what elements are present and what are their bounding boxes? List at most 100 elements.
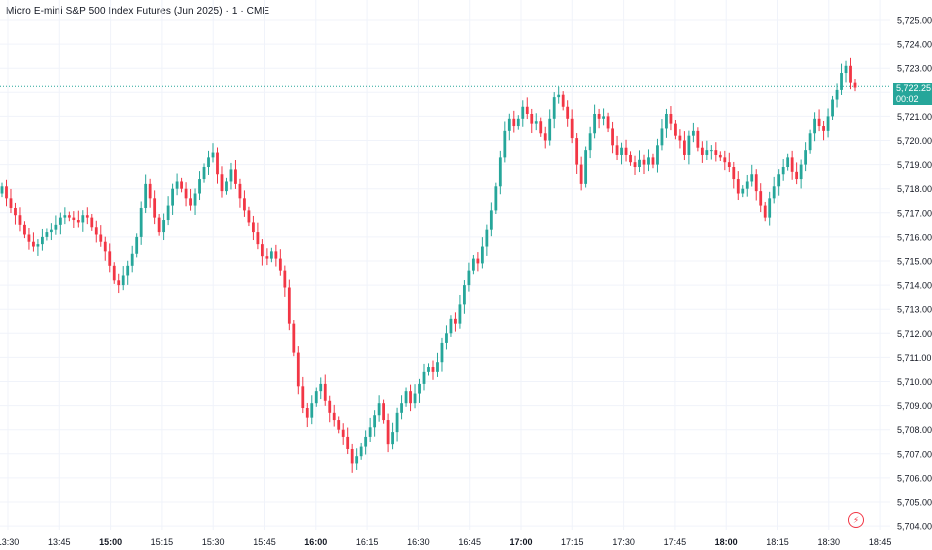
candle-body	[305, 408, 309, 418]
countdown-timer: 00:02	[896, 94, 919, 104]
time-tick-label: 18:15	[766, 537, 789, 547]
candle	[23, 221, 26, 239]
candle-body	[283, 270, 287, 288]
candle	[431, 360, 435, 380]
candle-body	[247, 210, 251, 223]
candle	[32, 232, 35, 252]
time-tick-label: 16:00	[304, 537, 327, 547]
candle	[153, 190, 157, 225]
candle-body	[826, 116, 830, 131]
candle	[67, 211, 71, 222]
candle-body	[700, 147, 704, 155]
candle-body	[265, 256, 269, 259]
price-tick-label: 5,720.00	[897, 136, 932, 146]
price-tick-label: 5,717.00	[897, 208, 932, 218]
price-tick-label: 5,713.00	[897, 305, 932, 315]
candle	[831, 95, 834, 121]
candle-body	[463, 285, 466, 305]
time-tick-label: 17:15	[561, 537, 584, 547]
candle-body	[436, 362, 439, 372]
candle	[27, 227, 31, 250]
candle-body	[669, 113, 673, 124]
candle	[422, 363, 426, 391]
candle	[449, 315, 453, 337]
candle	[99, 225, 103, 247]
candle-body	[530, 113, 534, 124]
candle-body	[341, 429, 345, 437]
candle	[400, 395, 403, 420]
candle	[853, 79, 857, 92]
candle-body	[642, 159, 646, 165]
candle-body	[763, 205, 767, 218]
candle	[341, 423, 345, 445]
candle	[750, 164, 754, 187]
candle-body	[808, 133, 812, 151]
candle	[350, 443, 354, 473]
candle	[772, 176, 776, 204]
time-axis[interactable]: 13:30 13:45 15:00 15:15 15:30 15:45 16:00 16:15…	[0, 537, 891, 547]
candle	[373, 410, 377, 437]
candle	[521, 100, 525, 127]
price-axis[interactable]: 5,725.005,724.005,723.005,722.005,721.00…	[897, 16, 932, 532]
candle-body	[498, 157, 502, 187]
candle	[283, 265, 287, 297]
candle-body	[772, 186, 776, 199]
candle	[292, 320, 296, 357]
candle-body	[14, 207, 17, 216]
time-tick-label: 16:15	[356, 537, 379, 547]
candle-body	[234, 169, 237, 184]
candle-body	[296, 352, 300, 387]
candle-body	[718, 154, 722, 158]
candle-body	[332, 412, 336, 421]
price-tick-label: 5,714.00	[897, 281, 932, 291]
candle-body	[853, 82, 857, 88]
candle-body	[252, 222, 255, 233]
candle-body	[543, 133, 547, 141]
candle	[413, 384, 417, 409]
candle-body	[278, 258, 282, 271]
candle-body	[732, 167, 736, 180]
candle-body	[454, 318, 457, 324]
candle-body	[790, 157, 794, 172]
candle	[368, 417, 372, 442]
candle	[0, 182, 4, 198]
candle-body	[471, 258, 475, 271]
time-tick-label: 18:45	[869, 537, 892, 547]
lightning-alert-icon[interactable]: ⚡	[848, 512, 864, 528]
candle	[63, 207, 67, 225]
candle-body	[45, 232, 49, 237]
candle	[229, 162, 233, 190]
candle-body	[804, 150, 808, 165]
candle-body	[754, 174, 758, 192]
candle	[278, 249, 282, 276]
candle-body	[189, 198, 192, 206]
candle-body	[440, 342, 444, 363]
candle	[409, 384, 412, 412]
candle	[786, 153, 790, 171]
candle-body	[157, 217, 161, 233]
candle	[687, 130, 691, 165]
candle	[467, 262, 471, 292]
candle-body	[714, 150, 718, 155]
candle-body	[207, 157, 210, 168]
candle	[471, 254, 475, 275]
candle-body	[615, 145, 619, 155]
candle-body	[736, 179, 740, 194]
candle-body	[117, 280, 121, 286]
price-tick-label: 5,715.00	[897, 257, 932, 267]
candle	[458, 294, 462, 329]
candle-body	[611, 128, 614, 146]
candle	[822, 120, 825, 141]
candle-body	[103, 241, 107, 252]
candle	[440, 337, 444, 372]
candle	[117, 273, 121, 294]
price-tick-label: 5,718.00	[897, 184, 932, 194]
candle-body	[225, 181, 228, 192]
candle	[49, 223, 53, 241]
candle	[391, 422, 394, 450]
price-tick-label: 5,723.00	[897, 64, 932, 74]
candle-body	[112, 265, 116, 281]
candle	[763, 201, 767, 222]
candle-body	[777, 174, 781, 187]
